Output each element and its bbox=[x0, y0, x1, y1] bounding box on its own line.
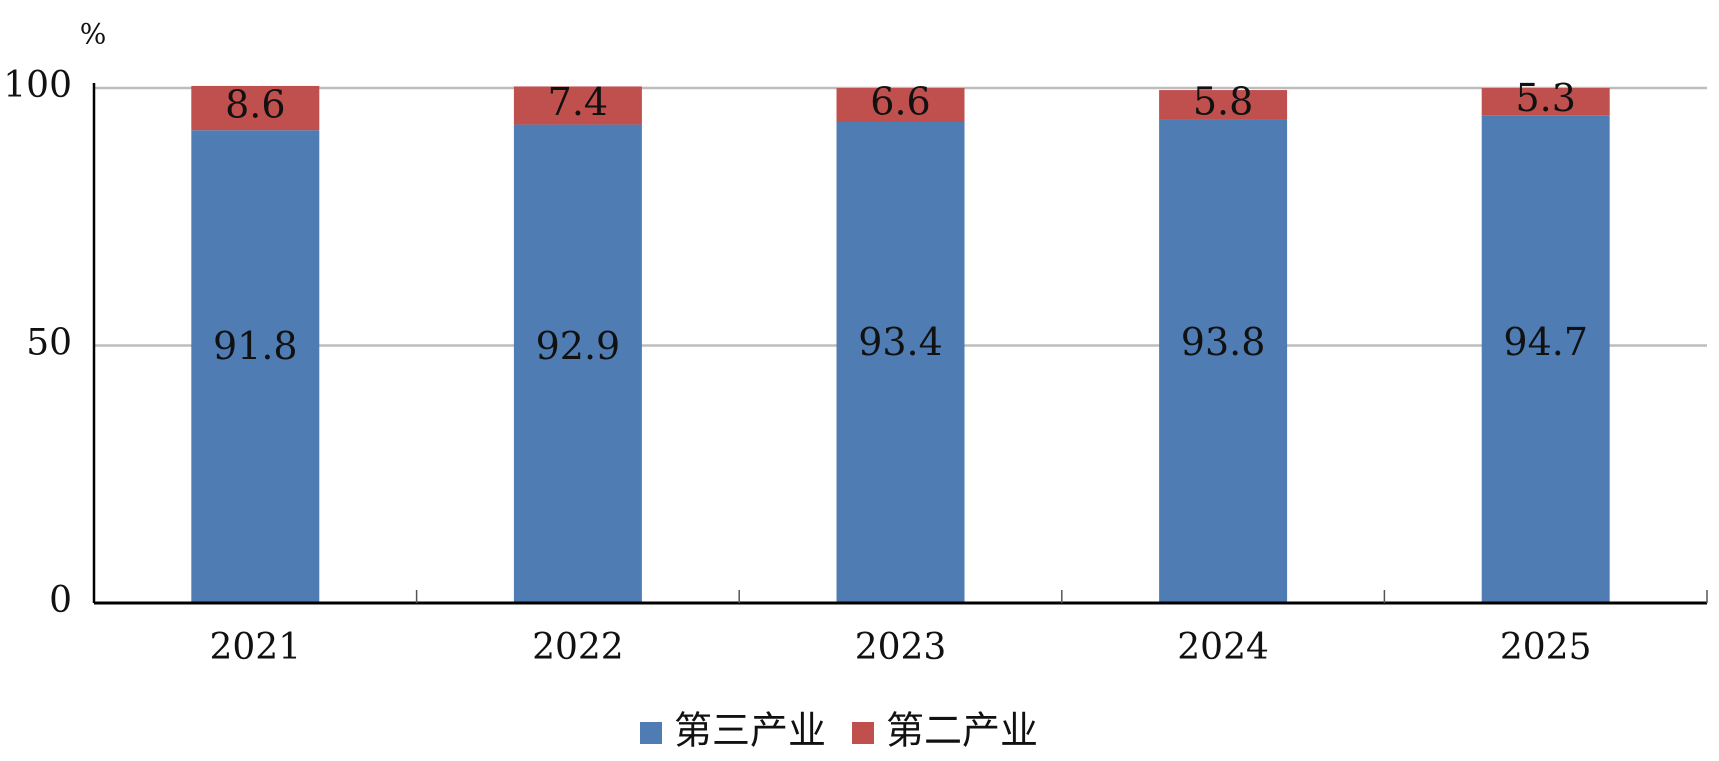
y-tick-label: 50 bbox=[26, 323, 72, 364]
legend-label: 第二产业 bbox=[886, 709, 1038, 753]
x-tick-label: 2023 bbox=[855, 627, 947, 668]
y-tick-label: 0 bbox=[49, 580, 72, 621]
legend-swatch bbox=[852, 722, 874, 744]
data-label: 92.9 bbox=[536, 324, 621, 368]
bar-segment bbox=[1481, 88, 1610, 116]
data-label: 5.8 bbox=[1193, 79, 1253, 123]
x-tick-label: 2021 bbox=[209, 627, 301, 668]
bar-segment bbox=[513, 124, 642, 603]
y-tick-label: 100 bbox=[3, 65, 72, 106]
data-label: 93.8 bbox=[1181, 320, 1266, 364]
bar-segment bbox=[1159, 119, 1288, 604]
data-label: 7.4 bbox=[548, 80, 608, 124]
legend-label: 第三产业 bbox=[674, 709, 826, 753]
x-tick-label: 2024 bbox=[1177, 627, 1269, 668]
data-label: 91.8 bbox=[213, 324, 298, 368]
bar-segment bbox=[191, 85, 320, 131]
bar-segment bbox=[836, 88, 965, 122]
data-label: 6.6 bbox=[870, 79, 930, 123]
legend-swatch bbox=[640, 722, 662, 744]
x-tick-label: 2022 bbox=[532, 627, 624, 668]
data-label: 5.3 bbox=[1515, 76, 1575, 120]
bar-segment bbox=[191, 130, 320, 604]
data-label: 94.7 bbox=[1503, 320, 1588, 364]
bar-segment bbox=[1481, 115, 1610, 604]
data-label: 8.6 bbox=[225, 83, 285, 127]
bar-segment bbox=[513, 86, 642, 125]
unit-label: % bbox=[80, 18, 107, 51]
bar-segment bbox=[1159, 90, 1288, 120]
bar-segment bbox=[836, 121, 965, 604]
x-tick-label: 2025 bbox=[1500, 627, 1592, 668]
data-label: 93.4 bbox=[858, 320, 943, 364]
